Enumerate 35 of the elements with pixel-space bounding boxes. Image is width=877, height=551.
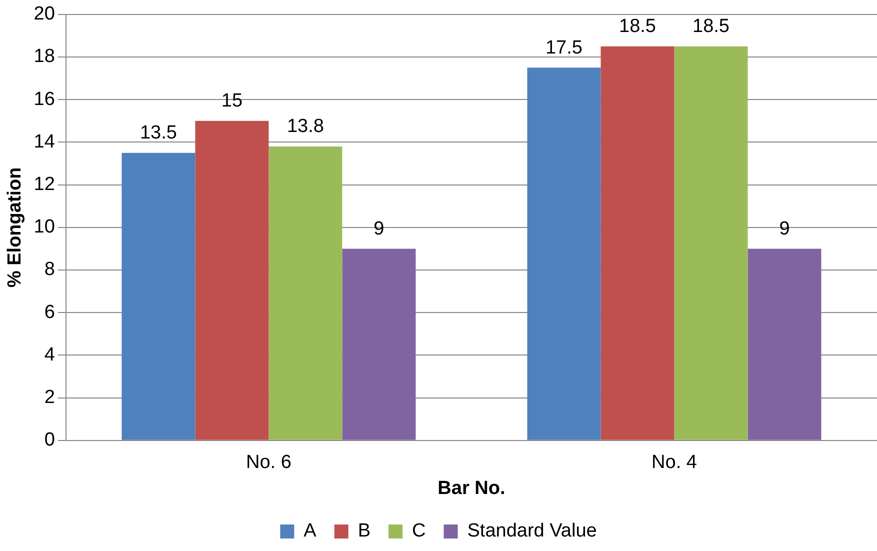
data-label: 9 — [374, 218, 384, 240]
x-tick-label: No. 4 — [652, 452, 698, 474]
legend-label: A — [304, 520, 317, 542]
y-axis-title: % Elongation — [4, 167, 26, 288]
y-tick-label: 10 — [34, 216, 55, 238]
data-label: 13.8 — [286, 116, 324, 138]
bar — [195, 120, 269, 440]
legend-label: C — [412, 520, 426, 542]
legend-label: Standard Value — [467, 520, 597, 542]
y-tick-label: 18 — [34, 46, 55, 68]
bar — [748, 248, 822, 440]
y-tick-label: 8 — [44, 259, 55, 280]
x-tick-label: No. 6 — [246, 452, 292, 474]
data-label: 18.5 — [618, 16, 656, 38]
data-label: 9 — [779, 218, 790, 240]
y-tick-label: 4 — [44, 344, 56, 366]
bar — [268, 146, 342, 440]
bar — [674, 46, 748, 440]
y-tick-label: 2 — [44, 387, 55, 408]
y-tick-label: 20 — [34, 4, 55, 25]
bar — [600, 46, 674, 440]
data-label: 15 — [221, 90, 243, 112]
y-tick-label: 0 — [44, 430, 55, 451]
bar — [342, 248, 416, 440]
bar — [527, 68, 601, 440]
x-axis-title: Bar No. — [438, 478, 506, 499]
data-label: 13.5 — [140, 122, 177, 144]
y-tick-label: 6 — [44, 302, 55, 323]
bar — [122, 152, 196, 440]
data-label: 17.5 — [545, 37, 582, 58]
y-tick-label: 14 — [34, 131, 56, 152]
y-tick-label: 12 — [34, 174, 55, 196]
y-tick-label: 16 — [34, 88, 55, 110]
legend-label: B — [358, 520, 371, 542]
data-label: 18.5 — [692, 16, 730, 38]
